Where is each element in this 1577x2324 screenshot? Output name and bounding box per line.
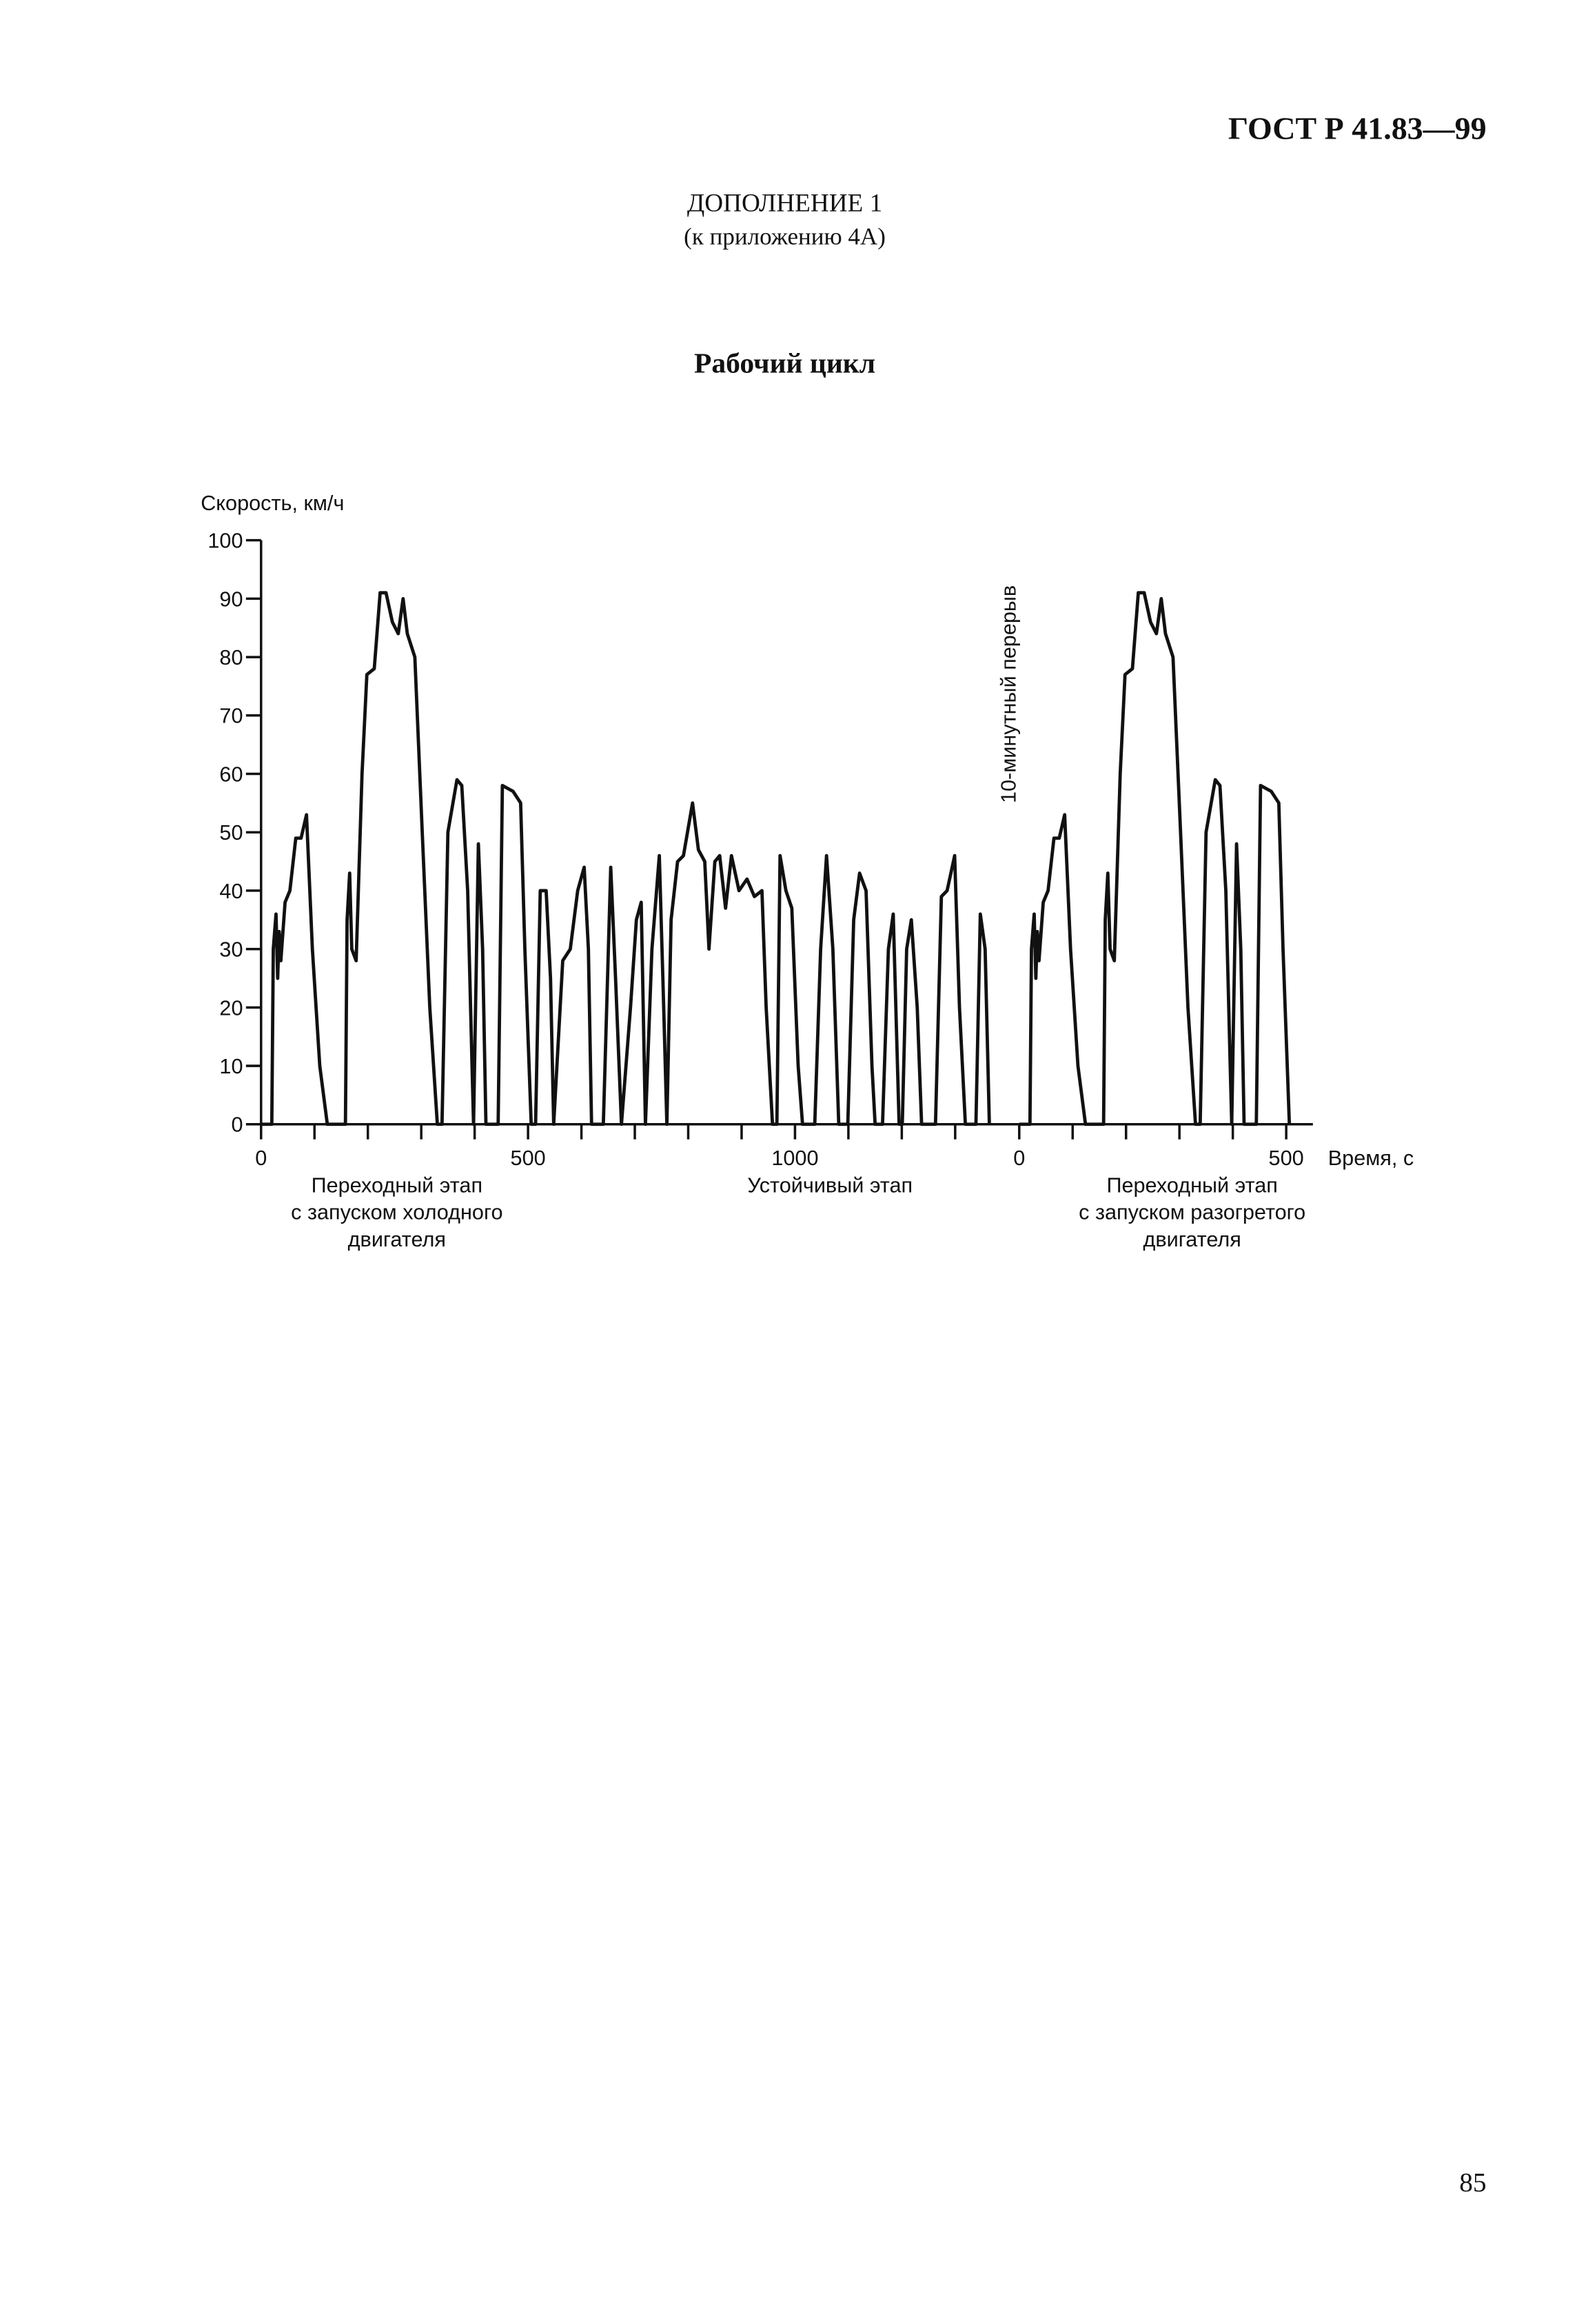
x-tick-label: 0: [1013, 1146, 1025, 1170]
break-note: 10-минутный перерыв: [997, 585, 1021, 803]
y-tick-label: 30: [219, 938, 243, 962]
x-axis-label: Время, с: [1328, 1146, 1414, 1170]
phase-label: двигателя: [1143, 1228, 1241, 1251]
x-tick-label: 0: [255, 1146, 267, 1170]
y-tick-label: 50: [219, 821, 243, 845]
phase-label: Переходный этап: [312, 1173, 482, 1197]
y-tick-label: 0: [231, 1113, 243, 1137]
y-tick-label: 100: [207, 529, 243, 553]
phase-label: двигателя: [348, 1228, 446, 1251]
phase-label: Переходный этап: [1106, 1173, 1277, 1197]
chart-title: Рабочий цикл: [694, 347, 875, 379]
y-tick-label: 70: [219, 705, 243, 728]
y-axis-label: Скорость, км/ч: [201, 492, 344, 515]
appendix-reference: (к приложению 4А): [684, 223, 886, 250]
y-tick-label: 10: [219, 1055, 243, 1078]
y-tick-label: 90: [219, 587, 243, 611]
x-tick-label: 500: [1269, 1146, 1304, 1170]
y-tick-label: 80: [219, 646, 243, 669]
doc-code: ГОСТ Р 41.83—99: [1228, 110, 1487, 145]
x-tick-label: 500: [511, 1146, 546, 1170]
x-tick-label: 1000: [771, 1146, 818, 1170]
appendix-title: ДОПОЛНЕНИЕ 1: [687, 189, 882, 217]
y-tick-label: 20: [219, 996, 243, 1020]
page-number: 85: [1459, 2167, 1486, 2197]
phase-label: с запуском разогретого: [1079, 1201, 1305, 1224]
y-tick-label: 40: [219, 880, 243, 903]
y-tick-label: 60: [219, 762, 243, 786]
phase-label: Устойчивый этап: [747, 1173, 913, 1197]
phase-label: с запуском холодного: [291, 1201, 502, 1224]
speed-trace: [261, 591, 1292, 1126]
